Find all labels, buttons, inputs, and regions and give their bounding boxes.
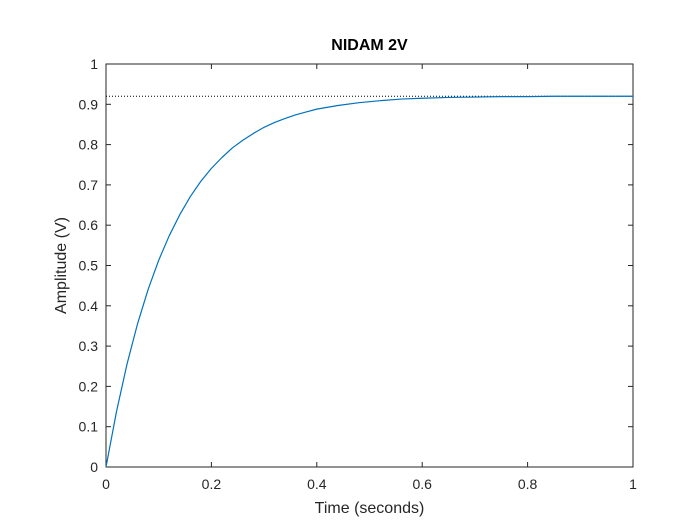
- step-response-line: [105, 95, 633, 468]
- x-tick-label: 1: [629, 476, 637, 492]
- y-tick-label: 0.7: [79, 177, 99, 193]
- x-tick-label: 0.4: [307, 476, 327, 492]
- x-tick-label: 0.8: [518, 476, 538, 492]
- series-group: [105, 95, 633, 468]
- x-tick-label: 0.2: [202, 476, 222, 492]
- plot-area: [105, 63, 634, 468]
- y-tick-label: 1: [90, 56, 98, 72]
- y-axis-label: Amplitude (V): [53, 217, 70, 314]
- y-tick-label: 0.1: [79, 419, 99, 435]
- y-tick-label: 0.4: [79, 298, 99, 314]
- y-tick-label: 0.5: [79, 258, 99, 274]
- y-tick-label: 0.6: [79, 217, 99, 233]
- y-tick-label: 0.8: [79, 137, 99, 153]
- x-tick-label: 0.6: [412, 476, 432, 492]
- tick-labels: 0 0.2 0.4 0.6 0.8 1 0 0.1 0.2 0.3 0.4 0.5 0.6 0.7 0.8 0…: [79, 56, 638, 492]
- y-tick-label: 0.3: [79, 338, 99, 354]
- y-tick-label: 0: [90, 459, 98, 475]
- y-tick-label: 0.9: [79, 96, 99, 112]
- y-tick-label: 0.2: [79, 378, 99, 394]
- x-tick-label: 0: [102, 476, 110, 492]
- chart-title: NIDAM 2V: [331, 37, 408, 54]
- tick-marks: [105, 63, 634, 468]
- x-axis-label: Time (seconds): [315, 500, 425, 517]
